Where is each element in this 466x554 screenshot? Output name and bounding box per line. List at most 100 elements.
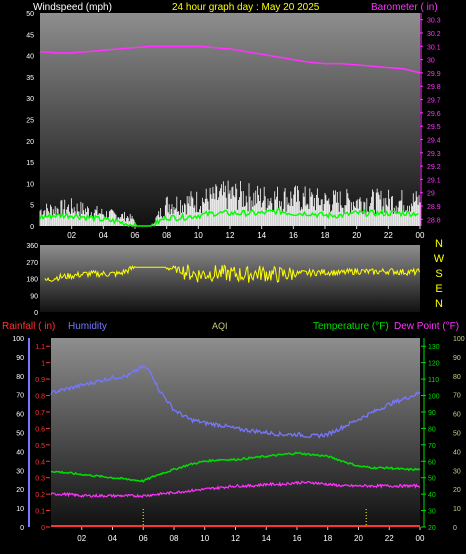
temperature-tick-label: 100 xyxy=(428,394,440,401)
x-tick-label: 00 xyxy=(416,231,425,240)
aqi-tick-label: 80 xyxy=(453,374,461,381)
temperature-tick-label: 110 xyxy=(428,377,439,384)
humidity-series xyxy=(50,363,421,439)
wind-tick-label: 10 xyxy=(26,181,34,188)
x-tick-label: 22 xyxy=(384,231,393,240)
temperature-tick-label: 30 xyxy=(428,509,436,516)
barometer-series xyxy=(39,45,421,74)
temperature-tick-label: 20 xyxy=(428,525,436,532)
rain-tick-label: 0.2 xyxy=(35,492,45,499)
wind-tick-label: 5 xyxy=(30,203,34,210)
baro-tick-label: 30.1 xyxy=(427,44,441,51)
x-tick-label: 06 xyxy=(131,231,140,240)
x-tick-label: 10 xyxy=(194,231,203,240)
x-tick-label: 02 xyxy=(67,231,76,240)
rain-tick-label: 0.7 xyxy=(35,410,45,417)
humidity-label: Humidity xyxy=(68,321,107,332)
x-tick-label: 12 xyxy=(231,534,240,543)
humidity-tick-label: 10 xyxy=(16,506,24,513)
aqi-tick-label: 70 xyxy=(453,393,461,400)
x-tick-label: 08 xyxy=(170,534,179,543)
rain-tick-label: 0.8 xyxy=(35,394,45,401)
wind-tick-label: 45 xyxy=(26,32,34,39)
rain-tick-label: 1.1 xyxy=(35,344,45,351)
x-tick-label: 18 xyxy=(321,231,330,240)
x-tick-label: 04 xyxy=(99,231,108,240)
humidity-tick-label: 60 xyxy=(16,412,24,419)
humidity-tick-label: 100 xyxy=(12,336,24,343)
x-tick-label: 08 xyxy=(162,231,171,240)
temperature-tick-label: 130 xyxy=(428,344,440,351)
aqi-tick-label: 90 xyxy=(453,355,461,362)
baro-tick-label: 29.8 xyxy=(427,84,441,91)
weather-plot-area xyxy=(51,338,420,527)
x-tick-label: 22 xyxy=(385,534,394,543)
temperature-tick-label: 70 xyxy=(428,443,436,450)
temperature-tick-label: 60 xyxy=(428,459,436,466)
humidity-tick-label: 0 xyxy=(20,525,24,532)
x-tick-label: 00 xyxy=(416,534,425,543)
aqi-tick-label: 20 xyxy=(453,487,461,494)
baro-tick-label: 29.5 xyxy=(427,124,441,131)
compass-label: N xyxy=(435,298,443,310)
aqi-label: AQI xyxy=(212,321,228,331)
x-tick-label: 02 xyxy=(77,534,86,543)
aqi-tick-label: 0 xyxy=(453,525,457,532)
x-tick-label: 10 xyxy=(200,534,209,543)
wind-tick-label: 50 xyxy=(26,11,34,18)
x-tick-label: 04 xyxy=(108,534,117,543)
temperature-label: Temperature (°F) xyxy=(313,321,389,332)
x-tick-label: 16 xyxy=(289,231,298,240)
humidity-tick-label: 50 xyxy=(16,431,24,438)
wind-tick-label: 25 xyxy=(26,118,34,125)
temperature-tick-label: 90 xyxy=(428,410,436,417)
direction-tick-label: 90 xyxy=(30,293,38,300)
rain-tick-label: 0 xyxy=(41,525,45,532)
wind-tick-label: 35 xyxy=(26,75,34,82)
windspeed-label: Windspeed (mph) xyxy=(33,2,112,13)
baro-tick-label: 29.2 xyxy=(427,164,441,171)
temperature-tick-label: 80 xyxy=(428,426,436,433)
humidity-tick-label: 70 xyxy=(16,393,24,400)
x-tick-label: 18 xyxy=(323,534,332,543)
humidity-tick-label: 30 xyxy=(16,468,24,475)
rain-tick-label: 0.6 xyxy=(35,426,45,433)
baro-tick-label: 30 xyxy=(427,58,435,65)
direction-tick-label: 180 xyxy=(26,277,38,284)
wind-tick-label: 0 xyxy=(30,224,34,231)
rain-tick-label: 0.3 xyxy=(35,476,45,483)
direction-tick-label: 270 xyxy=(26,260,38,267)
baro-tick-label: 29.6 xyxy=(427,111,441,118)
compass-label: S xyxy=(435,268,442,280)
aqi-tick-label: 40 xyxy=(453,449,461,456)
rain-tick-label: 0.5 xyxy=(35,443,45,450)
humidity-tick-label: 40 xyxy=(16,449,24,456)
temperature-tick-label: 50 xyxy=(428,476,436,483)
baro-tick-label: 29.7 xyxy=(427,98,441,105)
x-tick-label: 06 xyxy=(139,534,148,543)
rain-tick-label: 1 xyxy=(41,361,45,368)
compass-label: N xyxy=(435,238,443,250)
rain-tick-label: 0.1 xyxy=(35,509,45,516)
humidity-tick-label: 20 xyxy=(16,487,24,494)
baro-tick-label: 28.8 xyxy=(427,217,441,224)
x-tick-label: 12 xyxy=(226,231,235,240)
dewpoint-series xyxy=(50,480,421,499)
barometer-label: Barometer ( in) xyxy=(371,2,438,13)
direction-tick-label: 360 xyxy=(26,243,38,250)
wind-average-series xyxy=(39,207,419,227)
dewpoint-label: Dew Point (°F) xyxy=(394,321,459,332)
temperature-tick-label: 120 xyxy=(428,361,440,368)
wind-tick-label: 15 xyxy=(26,160,34,167)
aqi-tick-label: 10 xyxy=(453,506,461,513)
x-tick-label: 20 xyxy=(352,231,361,240)
baro-tick-label: 29.4 xyxy=(427,137,441,144)
compass-label: W xyxy=(434,253,445,265)
baro-tick-label: 28.9 xyxy=(427,204,441,211)
baro-tick-label: 30.2 xyxy=(427,31,441,38)
rain-tick-label: 0.4 xyxy=(35,459,45,466)
wind-tick-label: 30 xyxy=(26,96,34,103)
rain-tick-label: 0.9 xyxy=(35,377,45,384)
